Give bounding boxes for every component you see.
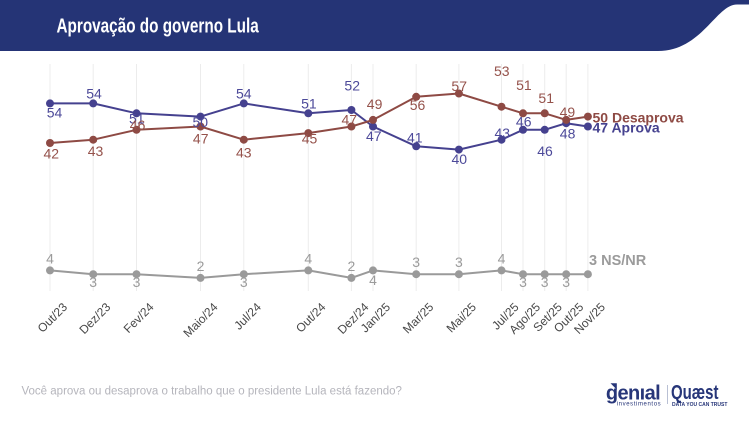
- svg-text:51: 51: [129, 110, 145, 126]
- svg-text:54: 54: [236, 85, 252, 101]
- svg-text:47: 47: [342, 112, 358, 128]
- svg-text:4: 4: [304, 250, 312, 266]
- svg-text:51: 51: [538, 90, 554, 106]
- svg-text:54: 54: [86, 85, 102, 101]
- svg-text:47: 47: [193, 130, 209, 146]
- svg-text:46: 46: [516, 114, 532, 130]
- svg-text:54: 54: [47, 104, 63, 120]
- svg-text:48: 48: [560, 126, 576, 142]
- svg-text:3: 3: [519, 274, 527, 290]
- svg-text:47: 47: [366, 128, 382, 144]
- svg-text:4: 4: [369, 272, 377, 288]
- svg-text:3: 3: [455, 254, 463, 270]
- svg-text:50: 50: [193, 114, 209, 130]
- svg-text:3: 3: [89, 274, 97, 290]
- svg-text:Você aprova ou desaprova o tra: Você aprova ou desaprova o trabalho que …: [22, 386, 402, 398]
- svg-text:47 Aprova: 47 Aprova: [593, 120, 660, 136]
- svg-text:DATA YOU CAN TRUST: DATA YOU CAN TRUST: [672, 402, 727, 408]
- svg-text:49: 49: [367, 96, 383, 112]
- svg-text:2: 2: [197, 258, 205, 274]
- svg-text:3: 3: [541, 274, 549, 290]
- svg-text:45: 45: [302, 130, 318, 146]
- svg-text:51: 51: [301, 95, 317, 111]
- svg-text:4: 4: [498, 250, 506, 266]
- svg-text:57: 57: [451, 78, 467, 94]
- svg-text:46: 46: [537, 143, 553, 159]
- svg-text:investimentos: investimentos: [617, 402, 661, 408]
- svg-text:52: 52: [344, 77, 360, 93]
- svg-text:2: 2: [348, 258, 356, 274]
- svg-text:46: 46: [130, 117, 146, 133]
- svg-text:50 Desaprova: 50 Desaprova: [593, 110, 684, 126]
- svg-text:41: 41: [407, 129, 423, 145]
- svg-text:4: 4: [46, 250, 54, 266]
- svg-text:+: +: [676, 388, 680, 395]
- svg-text:3: 3: [562, 274, 570, 290]
- svg-text:3: 3: [240, 274, 248, 290]
- svg-text:3: 3: [133, 274, 141, 290]
- svg-text:53: 53: [494, 63, 510, 79]
- svg-text:genıal: genıal: [606, 383, 660, 405]
- svg-text:43: 43: [495, 125, 511, 141]
- svg-text:3 NS/NR: 3 NS/NR: [589, 253, 647, 269]
- svg-text:43: 43: [236, 145, 252, 161]
- svg-text:51: 51: [516, 77, 532, 93]
- svg-text:42: 42: [44, 146, 60, 162]
- svg-text:Aprovação do governo Lula: Aprovação do governo Lula: [57, 15, 260, 37]
- svg-text:43: 43: [88, 143, 104, 159]
- svg-text:40: 40: [452, 151, 468, 167]
- svg-text:Quæst: Quæst: [671, 381, 719, 404]
- svg-text:3: 3: [412, 254, 420, 270]
- svg-text:56: 56: [410, 97, 426, 113]
- svg-text:49: 49: [560, 104, 576, 120]
